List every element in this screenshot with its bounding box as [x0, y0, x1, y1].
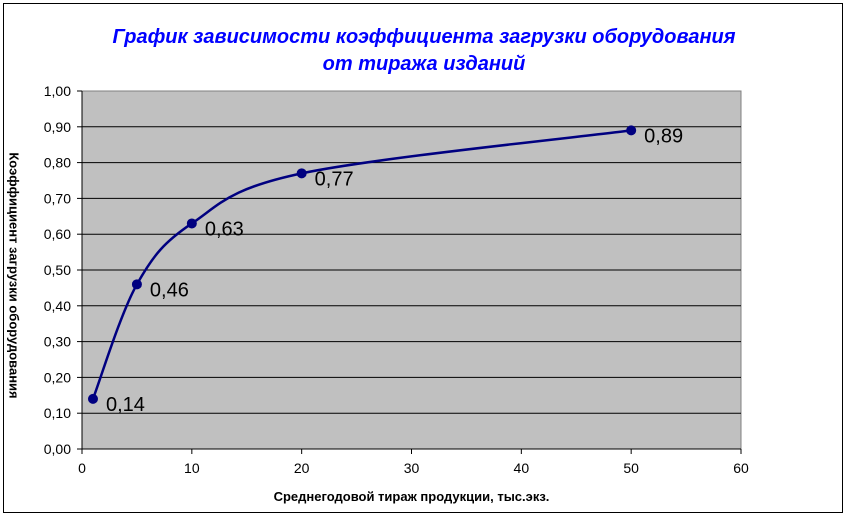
y-tick-label: 0,50 [44, 262, 71, 278]
y-tick-label: 0,80 [44, 155, 71, 171]
data-point [626, 125, 637, 136]
y-tick-label: 0,20 [44, 369, 71, 385]
x-tick-label: 50 [623, 460, 639, 476]
chart-title-line2: от тиража изданий [322, 53, 526, 75]
y-tick-label: 0,70 [44, 190, 71, 206]
data-point [296, 168, 307, 179]
y-tick-label: 0,00 [44, 441, 71, 457]
x-tick-label: 20 [294, 460, 310, 476]
y-tick-label: 0,90 [44, 119, 71, 135]
chart-title-line1: График зависимости коэффициента загрузки… [112, 26, 736, 48]
x-tick-label: 40 [514, 460, 530, 476]
chart-frame [3, 3, 843, 513]
y-tick-label: 0,30 [44, 334, 71, 350]
x-tick-label: 10 [184, 460, 200, 476]
y-axis-label: Коэффициент загрузки оборудования [6, 152, 22, 399]
y-tick-label: 0,10 [44, 405, 71, 421]
y-tick-label: 1,00 [44, 83, 71, 99]
x-axis-label: Среднегодовой тираж продукции, тыс.экз. [273, 489, 550, 504]
x-tick-label: 30 [404, 460, 420, 476]
y-tick-label: 0,60 [44, 226, 71, 242]
data-label: 0,63 [205, 218, 244, 240]
series-line [91, 129, 632, 400]
data-label: 0,89 [644, 125, 683, 147]
data-point [87, 393, 98, 404]
data-label: 0,77 [315, 168, 354, 190]
y-tick-label: 0,40 [44, 298, 71, 314]
y-axis-label-clip: Коэффициент загрузки оборудования [4, 140, 26, 410]
data-point [186, 218, 197, 229]
data-label: 0,46 [150, 279, 189, 301]
data-point [131, 279, 142, 290]
data-label: 0,14 [106, 394, 145, 416]
x-tick-label: 0 [78, 460, 86, 476]
x-tick-label: 60 [733, 460, 749, 476]
